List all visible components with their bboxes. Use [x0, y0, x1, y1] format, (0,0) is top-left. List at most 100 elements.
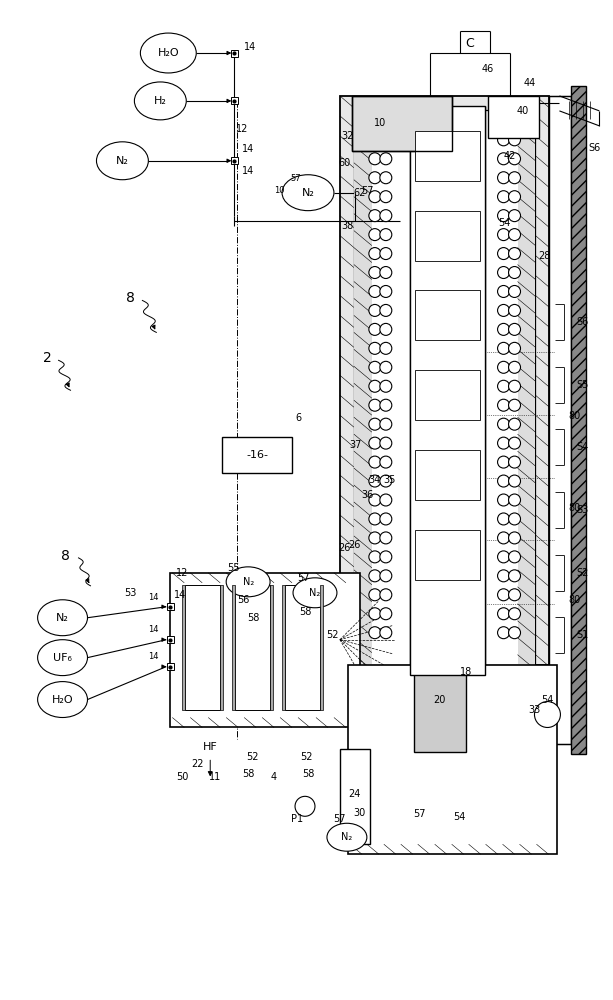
Circle shape	[498, 323, 509, 335]
Text: 34: 34	[369, 475, 381, 485]
Circle shape	[509, 399, 520, 411]
Ellipse shape	[140, 33, 196, 73]
Text: H₂O: H₂O	[158, 48, 179, 58]
Circle shape	[509, 285, 520, 297]
Text: 6: 6	[295, 413, 301, 423]
Circle shape	[380, 229, 392, 241]
Text: 55: 55	[227, 563, 240, 573]
Circle shape	[509, 248, 520, 260]
Ellipse shape	[37, 640, 88, 676]
Text: UF₆: UF₆	[53, 653, 72, 663]
Circle shape	[369, 172, 381, 184]
Bar	[170, 573, 360, 727]
Circle shape	[369, 323, 381, 335]
Circle shape	[369, 437, 381, 449]
Circle shape	[509, 323, 520, 335]
Text: N₂: N₂	[243, 577, 254, 587]
Text: N₂: N₂	[56, 613, 69, 623]
Text: 14: 14	[148, 625, 159, 634]
Circle shape	[509, 210, 520, 222]
Bar	[415, 370, 479, 420]
Circle shape	[380, 627, 392, 639]
Bar	[415, 131, 479, 181]
Circle shape	[498, 608, 509, 620]
Text: -16-: -16-	[246, 450, 268, 460]
Bar	[409, 106, 485, 675]
Bar	[235, 585, 270, 710]
Text: 57: 57	[362, 186, 374, 196]
Circle shape	[509, 229, 520, 241]
Circle shape	[535, 702, 560, 727]
Text: 24: 24	[349, 789, 361, 799]
Text: 80: 80	[568, 503, 581, 513]
Text: 40: 40	[516, 106, 528, 116]
Circle shape	[380, 513, 392, 525]
Circle shape	[509, 342, 520, 354]
Bar	[167, 603, 174, 610]
Text: 80: 80	[568, 411, 581, 421]
Text: N₂: N₂	[310, 588, 321, 598]
Bar	[222, 437, 292, 473]
Text: H₂O: H₂O	[51, 695, 74, 705]
Circle shape	[498, 134, 509, 146]
Bar	[415, 530, 479, 580]
Circle shape	[498, 285, 509, 297]
Circle shape	[498, 570, 509, 582]
Circle shape	[369, 513, 381, 525]
Circle shape	[369, 570, 381, 582]
Circle shape	[380, 304, 392, 316]
Text: S1: S1	[576, 630, 588, 640]
Text: 12: 12	[176, 568, 188, 578]
Circle shape	[369, 153, 381, 165]
Bar	[415, 290, 479, 340]
Bar	[340, 96, 549, 665]
Text: 10: 10	[374, 118, 386, 128]
Circle shape	[498, 267, 509, 279]
Text: 14: 14	[148, 652, 159, 661]
Circle shape	[498, 248, 509, 260]
Text: 37: 37	[349, 440, 362, 450]
Circle shape	[498, 153, 509, 165]
Bar	[415, 211, 479, 261]
Bar	[230, 97, 238, 104]
Circle shape	[369, 399, 381, 411]
Text: 50: 50	[176, 772, 188, 782]
Circle shape	[498, 532, 509, 544]
Ellipse shape	[282, 175, 334, 211]
Circle shape	[509, 627, 520, 639]
Text: 14: 14	[242, 144, 254, 154]
Bar	[167, 636, 174, 643]
Circle shape	[498, 456, 509, 468]
Text: S2: S2	[576, 568, 588, 578]
Bar	[340, 749, 370, 844]
Text: 30: 30	[354, 808, 366, 818]
Text: 33: 33	[528, 705, 541, 715]
Circle shape	[380, 494, 392, 506]
Circle shape	[498, 304, 509, 316]
Ellipse shape	[37, 682, 88, 718]
Circle shape	[498, 380, 509, 392]
Circle shape	[369, 248, 381, 260]
Text: H₂: H₂	[154, 96, 167, 106]
Ellipse shape	[134, 82, 186, 120]
Text: 22: 22	[191, 759, 204, 769]
Circle shape	[509, 494, 520, 506]
Bar	[182, 585, 185, 710]
Circle shape	[369, 475, 381, 487]
Text: 32: 32	[341, 131, 354, 141]
Circle shape	[498, 513, 509, 525]
Circle shape	[498, 589, 509, 601]
Text: P1: P1	[291, 814, 303, 824]
Text: 28: 28	[538, 251, 550, 261]
Circle shape	[509, 191, 520, 203]
Circle shape	[380, 153, 392, 165]
Circle shape	[509, 437, 520, 449]
Circle shape	[380, 608, 392, 620]
Circle shape	[369, 532, 381, 544]
Text: C: C	[465, 37, 474, 50]
Bar	[230, 50, 238, 57]
Ellipse shape	[293, 578, 337, 608]
Circle shape	[380, 323, 392, 335]
Circle shape	[380, 134, 392, 146]
Circle shape	[509, 153, 520, 165]
